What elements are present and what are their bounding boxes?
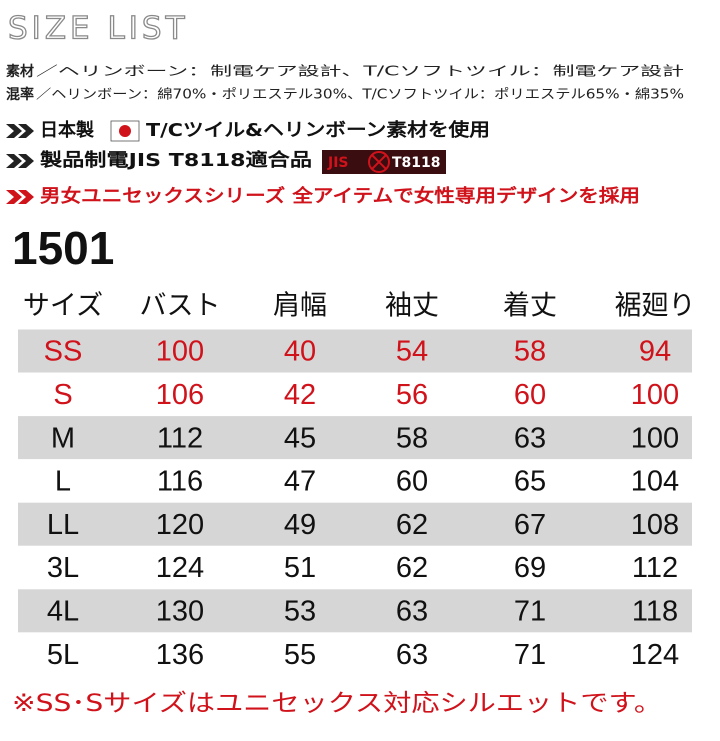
table-cell: 58 xyxy=(514,336,546,368)
material-label: 混率 xyxy=(6,86,34,103)
badge-text: T8118 xyxy=(392,155,441,171)
table-cell: 4L xyxy=(47,595,79,627)
table-cell: 67 xyxy=(514,509,546,541)
table-cell: 112 xyxy=(632,552,678,584)
table-cell: 108 xyxy=(631,509,679,541)
badge-text: JIS xyxy=(327,155,349,171)
chevron-icon xyxy=(6,154,34,168)
table-cell: 53 xyxy=(284,595,316,627)
table-cell: LL xyxy=(47,509,79,541)
table-cell: 65 xyxy=(514,466,546,498)
table-cell: 62 xyxy=(396,509,428,541)
table-cell: 63 xyxy=(396,639,428,671)
table-cell: 49 xyxy=(284,509,316,541)
table-cell: 124 xyxy=(156,552,204,584)
table-cell: 120 xyxy=(156,509,204,541)
table-cell: L xyxy=(55,466,71,498)
table-cell: 45 xyxy=(284,422,316,454)
feature-lead: 男女ユニセックスシリーズ 全アイテムで女性専用デザインを採用 xyxy=(40,185,640,207)
jis-badge xyxy=(322,150,446,174)
table-cell: S xyxy=(53,379,72,411)
table-cell: 69 xyxy=(514,552,546,584)
table-cell: 100 xyxy=(631,422,679,454)
chevron-icon xyxy=(6,190,34,204)
row-background xyxy=(18,502,692,546)
column-header: バスト xyxy=(140,291,221,322)
table-cell: 54 xyxy=(396,336,428,368)
table-cell: 71 xyxy=(514,639,546,671)
table-cell: 104 xyxy=(631,466,679,498)
table-cell: 118 xyxy=(632,595,678,627)
table-cell: 58 xyxy=(396,422,428,454)
row-background xyxy=(18,589,692,633)
footnote: ※SS･Sサイズはユニセックス対応シルエットです。 xyxy=(12,689,662,717)
column-header: 裾廻り xyxy=(615,291,696,322)
table-cell: 47 xyxy=(284,466,316,498)
table-cell: 55 xyxy=(284,639,316,671)
table-cell: 42 xyxy=(284,379,316,411)
material-text: ／ヘリンボーン：綿70%・ポリエステル30%、T/Cソフトツイル：ポリエステル6… xyxy=(36,88,684,103)
table-cell: 124 xyxy=(631,639,679,671)
model-number: 1501 xyxy=(12,222,114,274)
material-label: 素材 xyxy=(6,63,34,80)
column-header: 着丈 xyxy=(503,291,557,322)
column-header: 袖丈 xyxy=(385,291,439,322)
table-cell: 51 xyxy=(284,552,316,584)
table-cell: 100 xyxy=(156,336,204,368)
table-cell: 112 xyxy=(157,422,203,454)
table-cell: 106 xyxy=(156,379,204,411)
table-cell: 60 xyxy=(396,466,428,498)
column-header: 肩幅 xyxy=(273,291,327,322)
column-header: サイズ xyxy=(23,291,103,322)
table-cell: 5L xyxy=(47,639,79,671)
table-cell: 56 xyxy=(396,379,428,411)
feature-lead: 製品制電JIS T8118適合品 xyxy=(39,149,312,171)
table-cell: 60 xyxy=(514,379,546,411)
japan-flag xyxy=(110,120,140,142)
table-cell: SS xyxy=(44,336,83,368)
table-cell: 63 xyxy=(396,595,428,627)
table-cell: 71 xyxy=(514,595,546,627)
chevron-icon xyxy=(6,124,34,138)
row-background xyxy=(18,416,692,460)
table-cell: 40 xyxy=(284,336,316,368)
page-title: SIZE LIST xyxy=(8,11,189,47)
table-cell: 62 xyxy=(396,552,428,584)
feature-text: T/Cツイル&ヘリンボーン素材を使用 xyxy=(146,119,490,141)
table-cell: 3L xyxy=(47,552,79,584)
table-cell: 100 xyxy=(631,379,679,411)
table-cell: 63 xyxy=(514,422,546,454)
table-cell: M xyxy=(51,422,75,454)
table-cell: 130 xyxy=(156,595,204,627)
table-cell: 94 xyxy=(639,336,671,368)
row-background xyxy=(18,329,692,373)
feature-lead: 日本製 xyxy=(40,119,94,141)
table-cell: 116 xyxy=(157,466,203,498)
table-cell: 136 xyxy=(156,639,204,671)
material-text: ／ヘリンボーン：制電ケア設計、T/Cソフトツイル：制電ケア設計 xyxy=(36,64,684,80)
